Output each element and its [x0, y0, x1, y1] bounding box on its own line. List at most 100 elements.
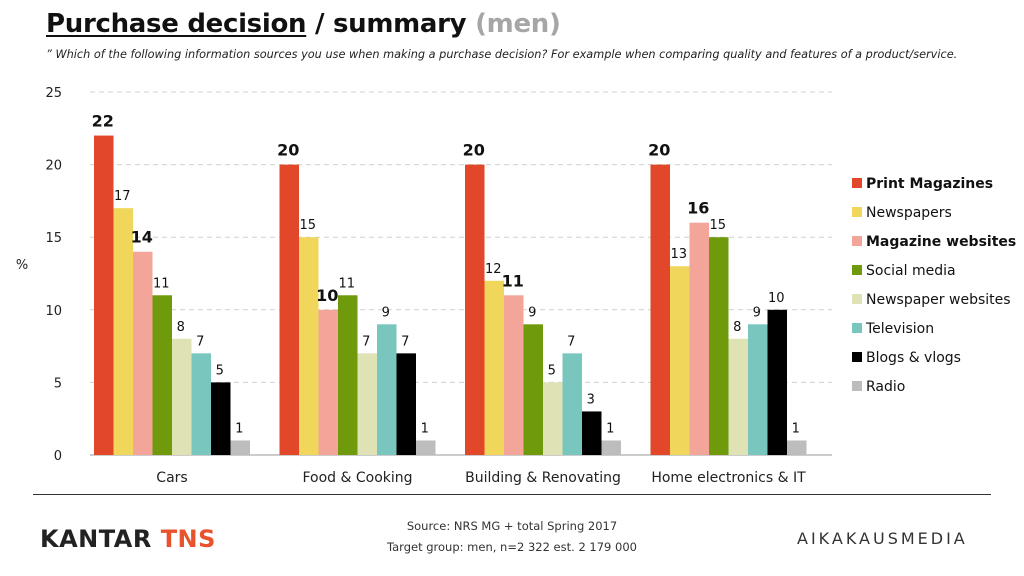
title-summary: / summary	[306, 9, 476, 39]
bar	[543, 382, 563, 455]
legend-label: Magazine websites	[866, 234, 1016, 250]
data-label: 1	[421, 421, 429, 436]
bar	[94, 135, 114, 455]
bar	[689, 222, 709, 455]
legend-label: Television	[865, 321, 934, 337]
footer-divider	[33, 494, 991, 495]
bar	[211, 382, 231, 455]
bar	[299, 237, 319, 455]
bar	[318, 309, 338, 455]
bar	[377, 324, 397, 455]
x-tick-label: Building & Renovating	[465, 470, 621, 486]
title-main: Purchase decision	[46, 9, 307, 39]
bar	[650, 164, 670, 455]
data-label: 17	[114, 189, 131, 204]
data-label: 16	[687, 199, 709, 218]
y-tick-label: 5	[54, 376, 62, 391]
legend-label: Print Magazines	[866, 176, 993, 192]
y-axis-label: %	[16, 258, 28, 273]
data-label: 8	[733, 320, 741, 335]
title-segment: (men)	[475, 9, 561, 39]
bar	[582, 411, 602, 455]
bar	[152, 295, 172, 455]
bar	[670, 266, 690, 455]
legend-label: Newspaper websites	[866, 292, 1011, 308]
y-tick-label: 25	[45, 86, 62, 101]
data-label: 10	[316, 286, 338, 305]
legend-swatch	[852, 265, 862, 275]
target-group-note: Target group: men, n=2 322 est. 2 179 00…	[387, 540, 637, 554]
x-tick-label: Home electronics & IT	[651, 470, 806, 486]
bar	[396, 353, 416, 455]
bar	[787, 440, 807, 455]
source-note: Source: NRS MG + total Spring 2017	[406, 519, 618, 533]
bar	[230, 440, 250, 455]
y-tick-label: 15	[45, 231, 62, 246]
legend-label: Blogs & vlogs	[866, 350, 961, 366]
data-label: 7	[362, 334, 370, 349]
legend-swatch	[852, 352, 862, 362]
data-label: 1	[235, 421, 243, 436]
data-label: 7	[567, 334, 575, 349]
y-tick-label: 10	[45, 304, 62, 319]
data-label: 5	[548, 363, 556, 378]
data-label: 9	[753, 305, 761, 320]
bar	[113, 208, 133, 455]
data-label: 1	[792, 421, 800, 436]
bar	[279, 164, 299, 455]
legend-swatch	[852, 207, 862, 217]
legend-label: Radio	[866, 379, 905, 395]
chart-title: Purchase decision / summary (men)	[46, 9, 561, 39]
data-label: 10	[768, 291, 785, 306]
legend-swatch	[852, 294, 862, 304]
bar-chart: 0510152025%221714118751Cars201510117971F…	[16, 86, 1016, 486]
chart-subtitle: ” Which of the following information sou…	[46, 48, 958, 61]
data-label: 20	[648, 141, 670, 160]
data-label: 1	[606, 421, 614, 436]
data-label: 20	[277, 141, 299, 160]
x-tick-label: Cars	[156, 470, 187, 486]
data-label: 9	[382, 305, 390, 320]
data-label: 8	[177, 320, 185, 335]
bar	[709, 237, 729, 455]
aikakausmedia-logo: AIKAKAUSMEDIA	[797, 529, 968, 548]
legend-label: Social media	[866, 263, 956, 279]
bar	[767, 309, 787, 455]
bar	[748, 324, 768, 455]
tns-logo-text: TNS	[160, 525, 216, 553]
data-label: 3	[587, 392, 595, 407]
bar	[562, 353, 582, 455]
data-label: 15	[709, 218, 726, 233]
x-tick-label: Food & Cooking	[302, 470, 412, 486]
bar	[601, 440, 621, 455]
bar	[338, 295, 358, 455]
data-label: 13	[670, 247, 687, 262]
legend-label: Newspapers	[866, 205, 952, 221]
legend-swatch	[852, 178, 862, 188]
data-label: 11	[338, 276, 355, 291]
data-label: 14	[131, 228, 153, 247]
data-label: 7	[401, 334, 409, 349]
bar	[172, 338, 192, 455]
data-label: 9	[528, 305, 536, 320]
kantar-logo-text: KANTAR	[40, 525, 161, 553]
data-label: 5	[216, 363, 224, 378]
legend-swatch	[852, 323, 862, 333]
bar	[416, 440, 436, 455]
data-label: 22	[92, 112, 114, 131]
bar	[504, 295, 524, 455]
y-tick-label: 0	[54, 449, 62, 464]
bar	[357, 353, 377, 455]
bar	[465, 164, 485, 455]
data-label: 11	[153, 276, 170, 291]
bar	[523, 324, 543, 455]
data-label: 7	[196, 334, 204, 349]
data-label: 15	[299, 218, 316, 233]
kantar-tns-logo: KANTAR TNS	[40, 525, 216, 553]
bar	[484, 280, 504, 455]
data-label: 11	[502, 271, 524, 290]
data-label: 20	[463, 141, 485, 160]
legend-swatch	[852, 381, 862, 391]
legend-swatch	[852, 236, 862, 246]
y-tick-label: 20	[45, 159, 62, 174]
